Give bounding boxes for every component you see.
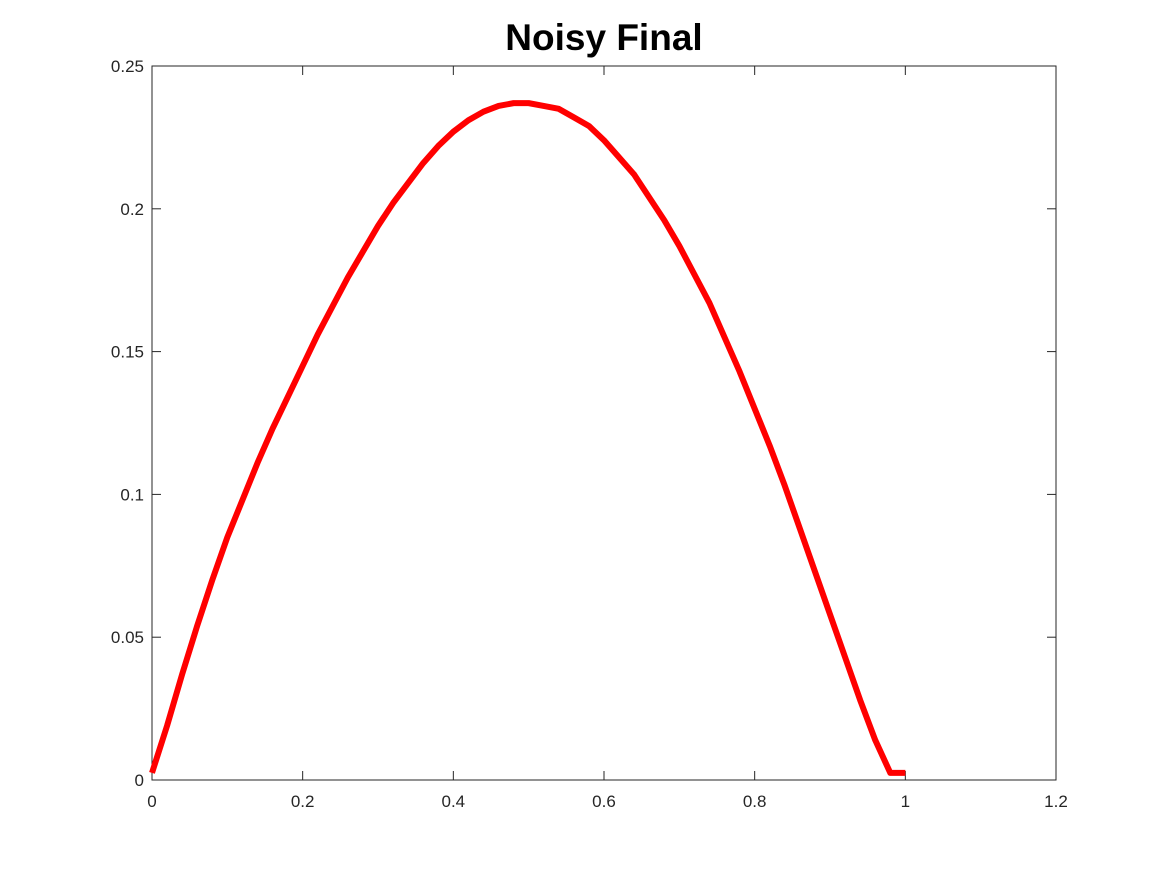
- x-tick-label: 1.2: [1044, 792, 1068, 811]
- x-tick-label: 0.8: [743, 792, 767, 811]
- x-tick-label: 1: [901, 792, 910, 811]
- chart-title: Noisy Final: [505, 17, 702, 58]
- x-tick-label: 0.6: [592, 792, 616, 811]
- series-line: [149, 100, 906, 776]
- x-tick-label: 0: [147, 792, 156, 811]
- x-tick-label: 0.2: [291, 792, 315, 811]
- plot-area: 0 0.2 0.4 0.6 0.8 1 1.2 0 0.05 0.1 0.15 0.2 0.25: [111, 57, 1068, 811]
- y-tick-label: 0.2: [120, 200, 144, 219]
- y-tick-label: 0: [135, 771, 144, 790]
- y-tick-label: 0.15: [111, 343, 144, 362]
- y-tick-label: 0.25: [111, 57, 144, 76]
- y-tick-label: 0.05: [111, 628, 144, 647]
- y-tick-label: 0.1: [120, 485, 144, 504]
- x-tick-label: 0.4: [442, 792, 466, 811]
